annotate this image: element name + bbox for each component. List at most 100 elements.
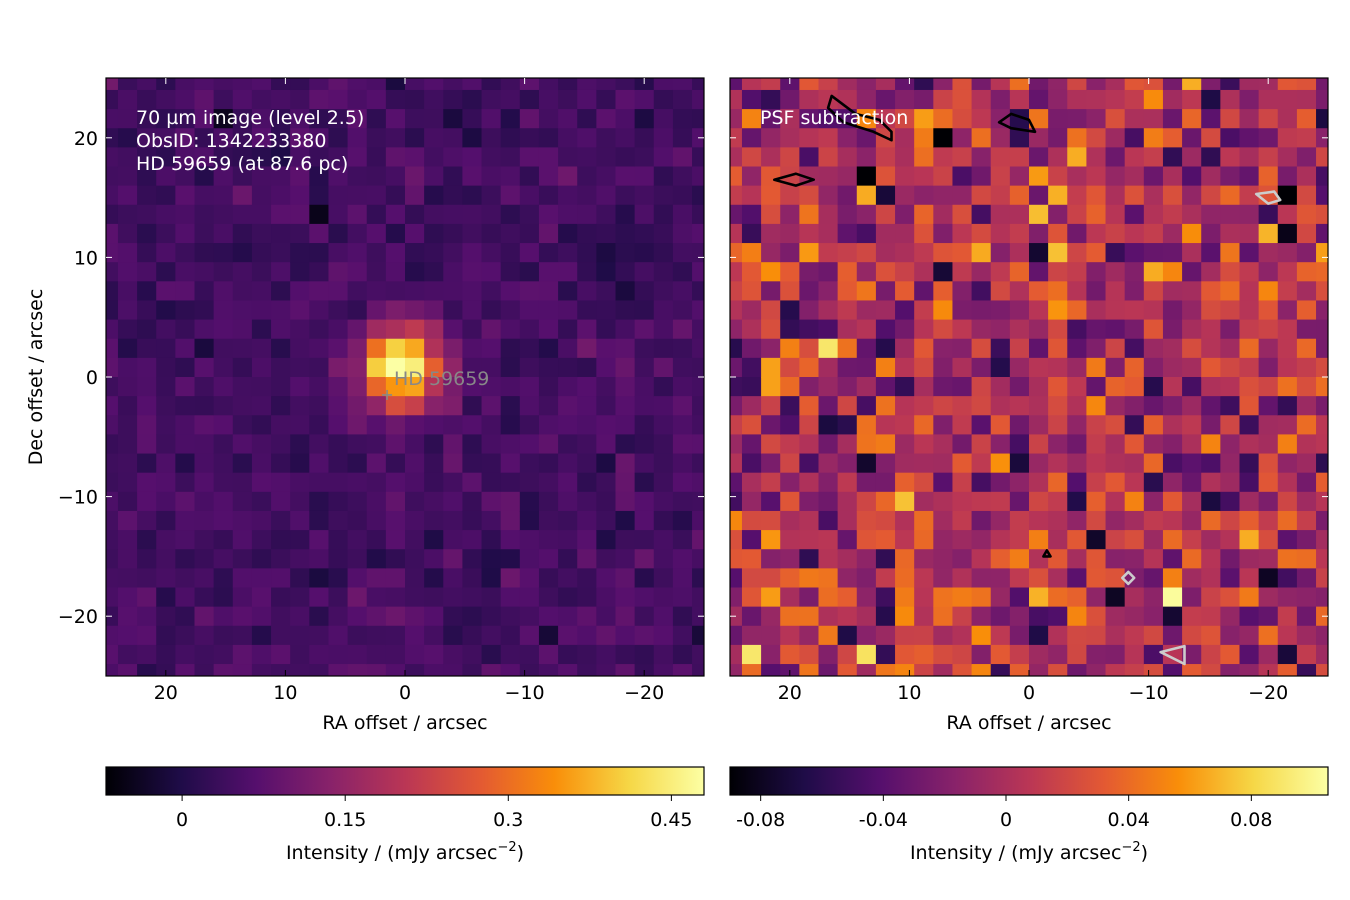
heatmap-pixel xyxy=(538,453,559,474)
heatmap-pixel xyxy=(385,357,406,378)
heatmap-pixel xyxy=(213,319,234,340)
heatmap-pixel xyxy=(1182,128,1202,148)
heatmap-pixel xyxy=(1048,319,1068,340)
heatmap-pixel xyxy=(875,453,896,474)
heatmap-pixel xyxy=(971,644,992,665)
heatmap-pixel xyxy=(1067,223,1088,244)
heatmap-pixel xyxy=(1048,204,1068,225)
heatmap-pixel xyxy=(558,568,578,589)
heatmap-pixel xyxy=(1162,606,1183,627)
heatmap-pixel xyxy=(780,434,800,455)
heatmap-pixel xyxy=(1201,89,1221,110)
heatmap-pixel xyxy=(577,243,597,263)
heatmap-pixel xyxy=(500,587,521,608)
heatmap-pixel xyxy=(1316,377,1328,397)
heatmap-pixel xyxy=(1105,243,1126,263)
heatmap-pixel xyxy=(799,166,820,187)
heatmap-pixel xyxy=(443,338,464,359)
heatmap-pixel xyxy=(481,606,502,627)
heatmap-pixel xyxy=(1009,453,1030,474)
heatmap-pixel xyxy=(519,319,540,340)
heatmap-pixel xyxy=(1220,78,1241,91)
heatmap-pixel xyxy=(596,472,617,493)
heatmap-pixel xyxy=(692,415,704,436)
heatmap-pixel xyxy=(856,262,877,282)
heatmap-pixel xyxy=(1105,338,1126,359)
heatmap-pixel xyxy=(366,147,387,168)
heatmap-pixel xyxy=(1086,587,1107,608)
heatmap-pixel xyxy=(1124,472,1145,493)
heatmap-pixel xyxy=(538,147,559,168)
heatmap-pixel xyxy=(1124,338,1145,359)
heatmap-pixel xyxy=(1067,262,1088,282)
heatmap-pixel xyxy=(914,377,934,397)
heatmap-pixel xyxy=(780,243,800,263)
heatmap-pixel xyxy=(741,357,762,378)
heatmap-pixel xyxy=(156,204,176,225)
heatmap-pixel xyxy=(577,281,597,302)
heatmap-pixel xyxy=(596,625,617,646)
star-marker xyxy=(382,389,393,400)
heatmap-pixel xyxy=(1009,644,1030,665)
heatmap-pixel xyxy=(366,319,387,340)
heatmap-pixel xyxy=(818,396,839,416)
heatmap-pixel xyxy=(1162,396,1183,416)
heatmap-pixel xyxy=(761,606,781,627)
heatmap-pixel xyxy=(481,281,502,302)
heatmap-pixel xyxy=(1296,338,1317,359)
heatmap-pixel xyxy=(1182,204,1202,225)
heatmap-pixel xyxy=(290,415,310,436)
heatmap-pixel xyxy=(519,357,540,378)
heatmap-pixel xyxy=(818,89,839,110)
heatmap-pixel xyxy=(837,415,858,436)
heatmap-pixel xyxy=(481,128,502,148)
heatmap-pixel xyxy=(558,223,578,244)
heatmap-pixel xyxy=(194,243,215,263)
heatmap-pixel xyxy=(1105,530,1126,550)
heatmap-pixel xyxy=(462,89,483,110)
heatmap-pixel xyxy=(672,166,693,187)
heatmap-pixel xyxy=(741,300,762,321)
heatmap-pixel xyxy=(1143,377,1164,397)
heatmap-pixel xyxy=(558,664,578,676)
heatmap-pixel xyxy=(933,415,954,436)
heatmap-pixel xyxy=(596,453,617,474)
left-heatmap xyxy=(106,78,704,676)
heatmap-pixel xyxy=(990,510,1011,531)
heatmap-pixel xyxy=(761,664,781,676)
heatmap-pixel xyxy=(856,625,877,646)
heatmap-pixel xyxy=(761,568,781,589)
heatmap-pixel xyxy=(137,606,157,627)
heatmap-pixel xyxy=(1316,453,1328,474)
x-tick-label: 20 xyxy=(778,682,802,704)
heatmap-pixel xyxy=(914,491,934,512)
heatmap-pixel xyxy=(933,128,954,148)
heatmap-pixel xyxy=(672,243,693,263)
heatmap-pixel xyxy=(137,434,157,455)
heatmap-pixel xyxy=(933,166,954,187)
heatmap-pixel xyxy=(672,415,693,436)
heatmap-pixel xyxy=(1143,606,1164,627)
heatmap-pixel xyxy=(1143,396,1164,416)
heatmap-pixel xyxy=(347,223,368,244)
heatmap-pixel xyxy=(856,396,877,416)
heatmap-pixel xyxy=(1048,625,1068,646)
heatmap-pixel xyxy=(1048,357,1068,378)
heatmap-pixel xyxy=(692,300,704,321)
heatmap-pixel xyxy=(347,78,368,91)
heatmap-pixel xyxy=(895,185,915,206)
heatmap-pixel xyxy=(1067,434,1088,455)
heatmap-pixel xyxy=(251,625,272,646)
heatmap-pixel xyxy=(1316,204,1328,225)
heatmap-pixel xyxy=(1316,89,1328,110)
heatmap-pixel xyxy=(1086,281,1107,302)
heatmap-pixel xyxy=(818,128,839,148)
heatmap-pixel xyxy=(1296,644,1317,665)
heatmap-pixel xyxy=(634,357,655,378)
right-annotation: PSF subtraction xyxy=(760,107,908,129)
heatmap-pixel xyxy=(271,262,291,282)
heatmap-pixel xyxy=(271,147,291,168)
heatmap-pixel xyxy=(481,109,502,129)
heatmap-pixel xyxy=(347,434,368,455)
heatmap-pixel xyxy=(538,530,559,550)
